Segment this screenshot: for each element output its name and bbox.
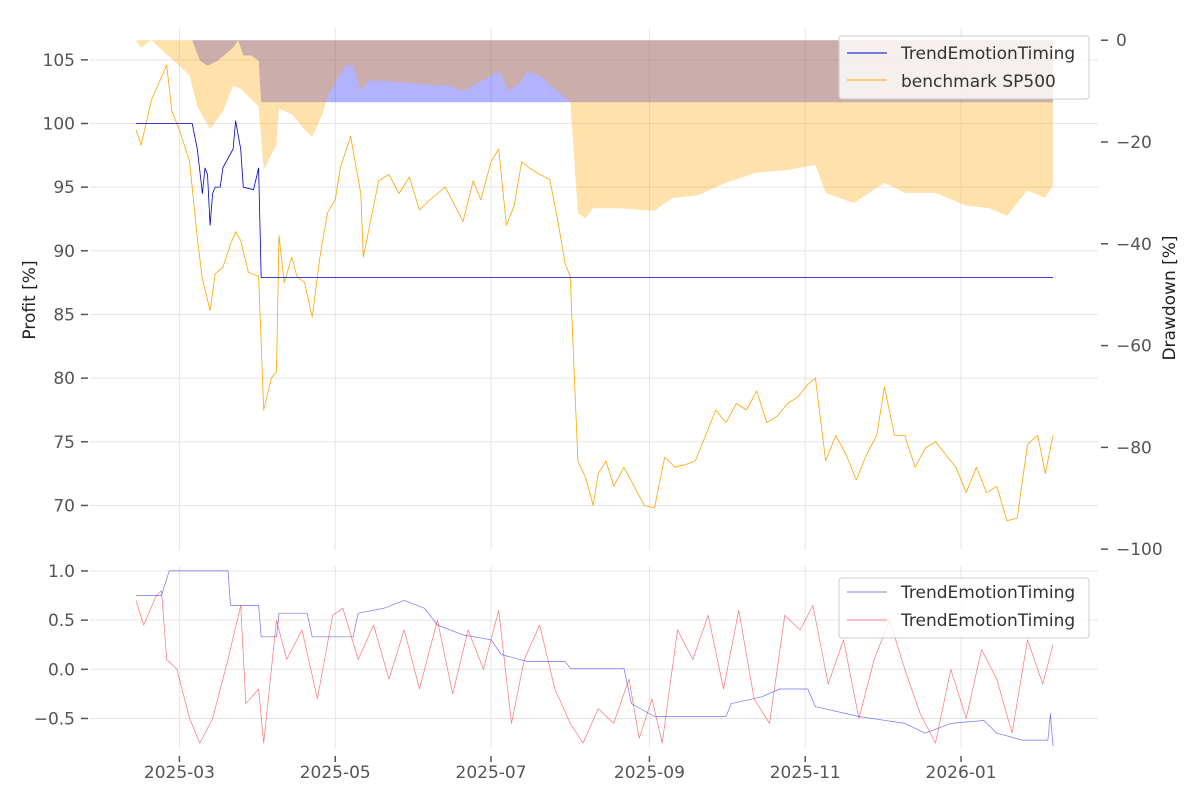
bottom-legend: TrendEmotionTiming TrendEmotionTiming — [838, 577, 1090, 639]
profit-tick-label: 85 — [53, 305, 75, 325]
top-legend-box — [838, 35, 1090, 100]
profit-tick-label: 100 — [43, 114, 75, 134]
profit-line-strategy — [136, 120, 1053, 278]
x-tick-label: 2025-03 — [144, 763, 215, 783]
x-tick-label: 2026-01 — [926, 763, 997, 783]
profit-tick-label: 105 — [43, 51, 75, 71]
profit-tick-label: 70 — [53, 496, 75, 516]
profit-tick-label: 95 — [53, 178, 75, 198]
drawdown-tick-label: −60 — [1116, 337, 1152, 357]
drawdown-tick-label: 0 — [1116, 31, 1127, 51]
drawdown-axis-title: Drawdown [%] — [1160, 235, 1180, 360]
signal-tick-label: −0.5 — [34, 709, 75, 729]
drawdown-fill-strategy — [136, 40, 1053, 103]
profit-tick-label: 75 — [53, 433, 75, 453]
profit-tick-label: 80 — [53, 369, 75, 389]
drawdown-tick-label: −100 — [1116, 540, 1163, 560]
profit-axis-title: Profit [%] — [20, 260, 40, 339]
legend-label-strategy: TrendEmotionTiming — [900, 44, 1075, 64]
legend-label-signal-red: TrendEmotionTiming — [900, 611, 1075, 631]
signal-tick-label: 1.0 — [48, 562, 75, 582]
top-legend: TrendEmotionTiming benchmark SP500 — [838, 35, 1090, 100]
x-tick-label: 2025-11 — [770, 763, 841, 783]
legend-label-signal-blue: TrendEmotionTiming — [900, 583, 1075, 603]
drawdown-tick-label: −40 — [1116, 235, 1152, 255]
drawdown-tick-label: −20 — [1116, 133, 1152, 153]
drawdown-tick-label: −80 — [1116, 438, 1152, 458]
x-tick-label: 2025-07 — [456, 763, 527, 783]
tick-layer: 2025-03 2025-05 2025-07 2025-09 2025-11 2026-… — [34, 31, 1163, 783]
drawdown-fill-layer — [136, 40, 1053, 219]
bottom-legend-box — [838, 577, 1090, 639]
profit-line-benchmark — [135, 64, 1054, 522]
x-tick-label: 2025-09 — [614, 763, 685, 783]
drawdown-fill-benchmark — [136, 40, 1053, 219]
x-tick-label: 2025-05 — [300, 763, 371, 783]
legend-label-benchmark: benchmark SP500 — [901, 72, 1056, 92]
signal-tick-label: 0.0 — [48, 660, 75, 680]
profit-tick-label: 90 — [53, 242, 75, 262]
signal-tick-label: 0.5 — [48, 611, 75, 631]
